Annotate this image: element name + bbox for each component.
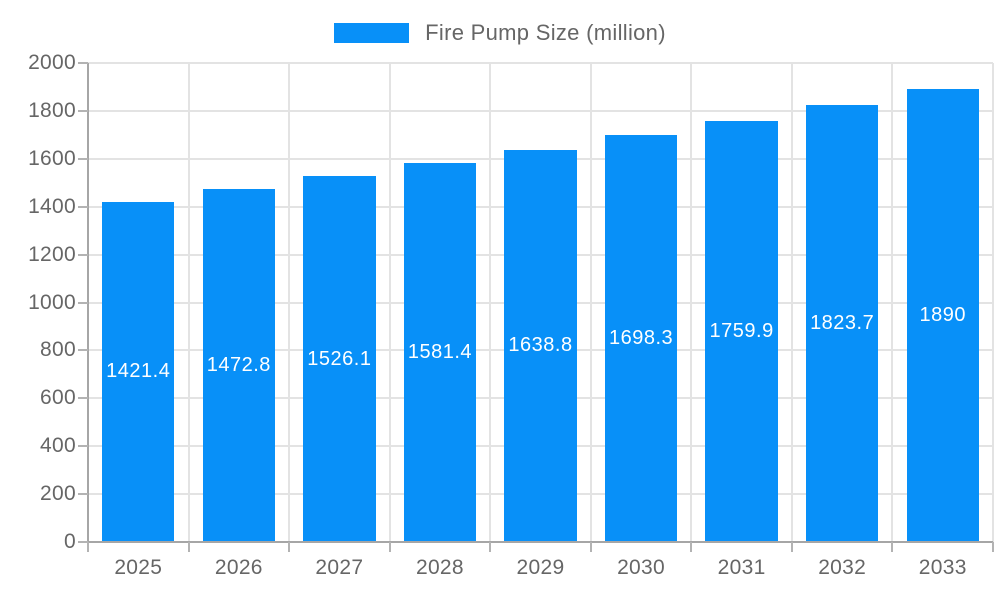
x-axis-tick bbox=[589, 542, 592, 552]
x-axis-tick-label: 2025 bbox=[114, 556, 163, 579]
x-axis-tick-label: 2026 bbox=[214, 556, 263, 579]
bar[interactable]: 1698.3 bbox=[604, 135, 678, 542]
y-axis-tick-label: 1400 bbox=[28, 194, 76, 218]
bar[interactable]: 1526.1 bbox=[303, 176, 376, 542]
v-gridline bbox=[891, 63, 894, 542]
bar-value-label: 1638.8 bbox=[508, 334, 573, 357]
y-axis-tick-label: 1200 bbox=[28, 242, 76, 266]
y-axis-tick-label: 800 bbox=[40, 338, 76, 362]
y-axis-tick bbox=[78, 445, 88, 448]
v-gridline bbox=[589, 63, 592, 542]
y-axis-tick-label: 0 bbox=[64, 530, 76, 553]
bar[interactable]: 1472.8 bbox=[202, 189, 276, 542]
x-axis-tick-label: 2031 bbox=[717, 556, 766, 579]
x-axis-tick-label: 2030 bbox=[617, 556, 665, 579]
x-axis-tick-label: 2027 bbox=[315, 556, 364, 579]
bar-value-label: 1526.1 bbox=[307, 347, 372, 370]
h-gridline bbox=[88, 109, 993, 112]
bar[interactable]: 1890 bbox=[906, 89, 979, 542]
bar[interactable]: 1759.9 bbox=[705, 120, 778, 542]
bar-value-label: 1581.4 bbox=[407, 341, 473, 364]
bar-value-label: 1759.9 bbox=[709, 319, 774, 342]
v-gridline bbox=[690, 63, 693, 542]
y-axis-tick bbox=[78, 541, 88, 543]
legend[interactable]: Fire Pump Size (million) bbox=[0, 20, 1000, 46]
x-axis-tick bbox=[690, 542, 693, 552]
bar-value-label: 1472.8 bbox=[206, 354, 271, 377]
v-gridline bbox=[288, 63, 291, 542]
x-axis-tick bbox=[87, 542, 89, 552]
y-axis-tick-label: 1800 bbox=[28, 98, 76, 122]
y-axis-tick bbox=[78, 205, 88, 208]
x-axis-tick bbox=[790, 542, 793, 552]
v-gridline bbox=[187, 63, 190, 542]
x-axis-tick bbox=[891, 542, 894, 552]
bar-value-label: 1823.7 bbox=[810, 312, 875, 335]
y-axis-tick bbox=[78, 493, 88, 496]
y-axis-tick bbox=[78, 349, 88, 352]
y-axis-tick bbox=[78, 109, 88, 112]
y-axis-tick-label: 200 bbox=[40, 482, 76, 506]
y-axis-tick-label: 1000 bbox=[28, 290, 76, 314]
v-gridline bbox=[489, 63, 492, 542]
y-axis-line bbox=[87, 63, 89, 552]
y-axis-tick-label: 2000 bbox=[28, 51, 76, 74]
y-axis-tick bbox=[78, 157, 88, 160]
bar[interactable]: 1823.7 bbox=[805, 105, 879, 542]
x-axis-tick-label: 2032 bbox=[818, 556, 867, 579]
y-axis-tick-label: 400 bbox=[40, 434, 76, 458]
bar-value-label: 1698.3 bbox=[608, 327, 674, 350]
bar-value-label: 1421.4 bbox=[106, 360, 171, 383]
y-axis-tick bbox=[78, 301, 88, 304]
x-axis-tick-label: 2028 bbox=[415, 556, 464, 579]
y-axis-tick bbox=[78, 62, 88, 64]
x-axis-tick bbox=[388, 542, 391, 552]
v-gridline bbox=[790, 63, 793, 542]
v-gridline bbox=[388, 63, 391, 542]
bar[interactable]: 1421.4 bbox=[102, 201, 175, 542]
bar-value-label: 1890 bbox=[919, 304, 966, 327]
y-axis-tick bbox=[78, 397, 88, 400]
legend-swatch-icon bbox=[334, 23, 410, 43]
h-gridline bbox=[88, 62, 993, 64]
x-axis-tick-label: 2029 bbox=[516, 556, 565, 579]
bar[interactable]: 1581.4 bbox=[403, 163, 477, 542]
v-gridline bbox=[992, 63, 994, 542]
legend-label: Fire Pump Size (million) bbox=[425, 20, 666, 45]
y-axis-tick-label: 1600 bbox=[28, 146, 76, 170]
x-axis-line bbox=[78, 541, 993, 543]
y-axis-tick-label: 600 bbox=[40, 386, 76, 410]
y-axis-tick bbox=[78, 253, 88, 256]
x-axis-tick-label: 2033 bbox=[918, 556, 967, 579]
bar[interactable]: 1638.8 bbox=[504, 149, 577, 542]
x-axis-tick bbox=[992, 542, 994, 552]
x-axis-tick bbox=[288, 542, 291, 552]
x-axis-tick bbox=[489, 542, 492, 552]
x-axis-tick bbox=[187, 542, 190, 552]
